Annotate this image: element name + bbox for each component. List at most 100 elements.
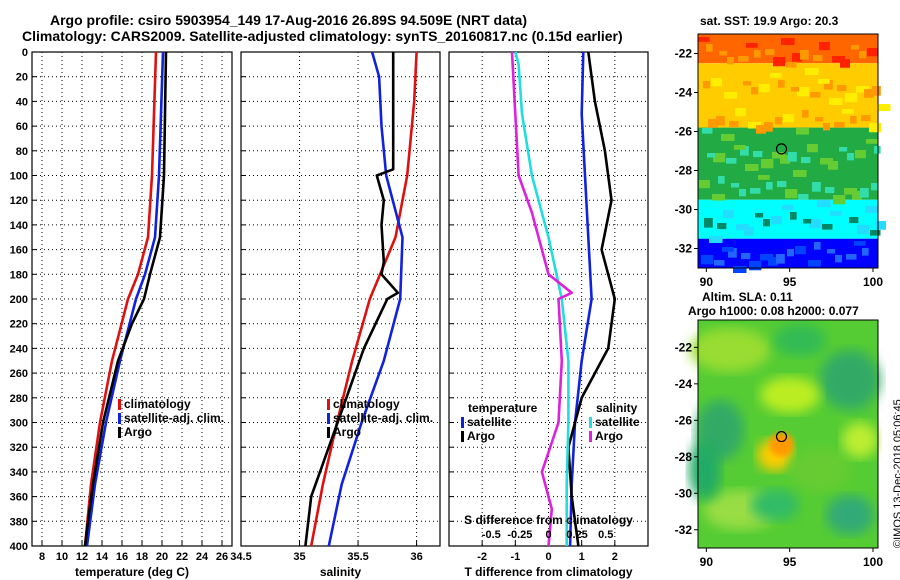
salinity-series-satellite-adj--clim- xyxy=(327,51,404,547)
sst-pixel xyxy=(743,81,752,86)
salinity-xlabel: salinity xyxy=(320,565,362,579)
sst-pixel xyxy=(812,182,821,192)
temperature-legend-label: satellite-adj. clim. xyxy=(124,411,224,425)
salinity-series-argo xyxy=(304,52,400,547)
salinity-legend-swatch xyxy=(327,427,330,438)
temperature-xtick-label: 12 xyxy=(76,551,88,563)
difference-xtick-label: 2 xyxy=(612,551,618,563)
sst-pixel xyxy=(701,255,714,265)
sst-pixel xyxy=(748,122,762,129)
depth-tick-label: 320 xyxy=(10,442,28,454)
sst-pixel xyxy=(777,181,787,188)
sst-pixel xyxy=(722,247,734,252)
sst-pixel xyxy=(795,246,806,255)
sst-pixel xyxy=(771,216,782,225)
difference-frame xyxy=(448,51,649,547)
temperature-xtick-label: 10 xyxy=(56,551,68,563)
sst-pixel xyxy=(815,117,824,122)
sst-pixel xyxy=(721,134,735,141)
title-line-2: Climatology: CARS2009. Satellite-adjuste… xyxy=(22,28,623,44)
temperature-xtick-label: 20 xyxy=(156,551,168,563)
salinity-legend-swatch xyxy=(327,413,330,424)
sst-pixel xyxy=(716,116,725,126)
sla-highlight xyxy=(769,432,794,457)
sst-pixel xyxy=(724,92,738,99)
sst-pixel xyxy=(731,183,740,188)
sst-pixel xyxy=(776,254,785,264)
sst-pixel xyxy=(785,189,798,199)
sla-ytick-label: -22 xyxy=(675,340,693,354)
difference-top-tick-label: 0 xyxy=(545,529,551,541)
sst-pixel xyxy=(820,158,834,165)
sst-pixel xyxy=(750,188,761,194)
sst-pixel xyxy=(781,38,795,45)
sst-pixel xyxy=(802,110,809,118)
temperature-xlabel: temperature (deg C) xyxy=(75,565,189,579)
sst-pixel xyxy=(828,161,838,170)
sst-pixel xyxy=(787,249,795,257)
sla-blob xyxy=(751,489,799,521)
depth-tick-label: 380 xyxy=(10,516,28,528)
sla-map-subtitle: Argo h1000: 0.08 h2000: 0.077 xyxy=(688,304,859,318)
sst-pixel xyxy=(783,114,794,123)
sla-xtick-label: 100 xyxy=(863,555,883,569)
sst-pixel xyxy=(865,206,879,213)
difference-top-tick-label: 0.5 xyxy=(598,529,613,541)
salinity-legend-swatch xyxy=(327,399,330,410)
sst-pixel xyxy=(847,153,855,161)
sst-pixel xyxy=(751,87,759,95)
sst-pixel xyxy=(704,218,713,228)
sst-pixel xyxy=(854,241,866,246)
temperature-legend-label: Argo xyxy=(124,425,152,439)
temperature-series-satellite-adj--clim- xyxy=(85,51,165,547)
sst-pixel xyxy=(846,254,857,260)
depth-tick-label: 180 xyxy=(10,269,28,281)
sst-pixel xyxy=(703,81,711,89)
sst-pixel xyxy=(822,224,833,230)
sst-argo-marker xyxy=(775,143,788,155)
sst-pixel xyxy=(801,157,811,164)
sst-ytick-label: -30 xyxy=(675,203,693,217)
difference-xtick-label: 1 xyxy=(579,551,585,563)
difference-legend-swatch xyxy=(589,431,592,442)
temperature-legend-label: climatology xyxy=(124,397,191,411)
sst-pixel xyxy=(824,80,833,90)
difference-legend-label: Argo xyxy=(595,429,623,443)
temperature-xtick-label: 8 xyxy=(39,551,45,563)
salinity-xtick-label: 35.5 xyxy=(347,551,368,563)
sla-map-title: Altim. SLA: 0.11 xyxy=(702,290,793,304)
sst-pixel xyxy=(766,182,773,190)
salinity-legend-label: satellite-adj. clim. xyxy=(333,411,433,425)
sst-pixel xyxy=(797,87,810,97)
sst-pixel xyxy=(813,55,823,62)
sst-pixel xyxy=(862,248,869,256)
difference-legend-temperature-title: temperature xyxy=(468,401,538,415)
sst-pixel xyxy=(808,260,822,267)
sst-pixel xyxy=(734,145,746,150)
depth-tick-label: 200 xyxy=(10,294,28,306)
sst-pixel xyxy=(839,147,848,152)
sst-pixel xyxy=(850,116,857,124)
sst-ytick-label: -28 xyxy=(675,164,693,178)
sst-map-frame xyxy=(697,33,879,269)
sst-pixel xyxy=(840,59,850,68)
sst-pixel xyxy=(698,37,710,42)
difference-legend-label: satellite xyxy=(595,415,640,429)
sst-pixel xyxy=(759,84,770,93)
difference-top-tick-label: -0.25 xyxy=(507,529,532,541)
temperature-xtick-label: 22 xyxy=(176,551,188,563)
sst-pixel xyxy=(733,266,747,273)
salinity-xtick-label: 35 xyxy=(293,551,305,563)
salinity-legend-label: climatology xyxy=(333,397,400,411)
sla-argo-marker xyxy=(775,430,788,443)
salinity-frame xyxy=(240,51,441,547)
temperature-legend-swatch xyxy=(118,413,121,424)
sst-pixel xyxy=(793,170,807,177)
difference-legend-swatch xyxy=(461,431,464,442)
sst-pixel xyxy=(803,219,812,224)
sst-pixel xyxy=(770,73,782,78)
depth-tick-label: 400 xyxy=(10,541,28,553)
sst-pixel xyxy=(718,176,725,184)
sst-pixel xyxy=(837,85,847,92)
sst-pixel xyxy=(827,249,836,254)
